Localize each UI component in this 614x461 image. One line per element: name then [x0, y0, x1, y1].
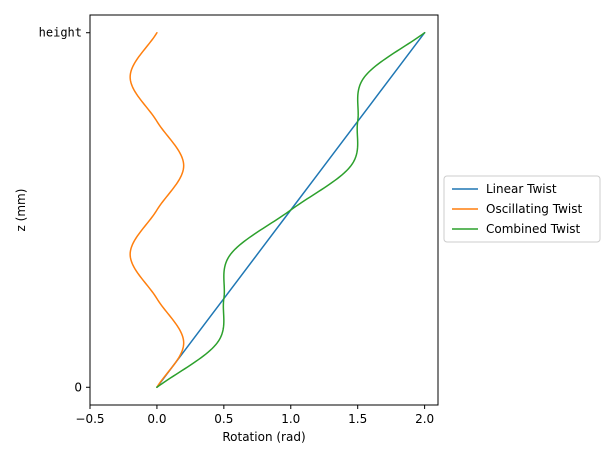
y-axis-ticks: 0 height: [39, 26, 90, 394]
x-tick-label: 2.0: [415, 412, 434, 426]
x-tick-label: 0.0: [147, 412, 166, 426]
legend-label-oscillating-twist: Oscillating Twist: [486, 202, 582, 216]
legend-label-linear-twist: Linear Twist: [486, 182, 557, 196]
x-tick-label: −0.5: [75, 412, 104, 426]
y-axis-label: z (mm): [14, 189, 28, 232]
y-tick-label: height: [39, 26, 82, 40]
plot-lines: [129, 31, 426, 389]
x-tick-label: 0.5: [214, 412, 233, 426]
series-line-combined-twist: [156, 31, 426, 389]
legend: Linear Twist Oscillating Twist Combined Tw…: [443, 175, 601, 243]
x-tick-label: 1.0: [281, 412, 300, 426]
legend-box: [443, 175, 601, 243]
x-axis-ticks: −0.5 0.0 0.5 1.0 1.5 2.0: [75, 405, 434, 426]
y-tick-label: 0: [74, 380, 82, 394]
x-tick-label: 1.5: [348, 412, 367, 426]
legend-label-combined-twist: Combined Twist: [486, 222, 581, 236]
series-line-oscillating-twist: [129, 31, 185, 389]
x-axis-label: Rotation (rad): [222, 430, 305, 444]
axes-frame: [89, 14, 439, 406]
